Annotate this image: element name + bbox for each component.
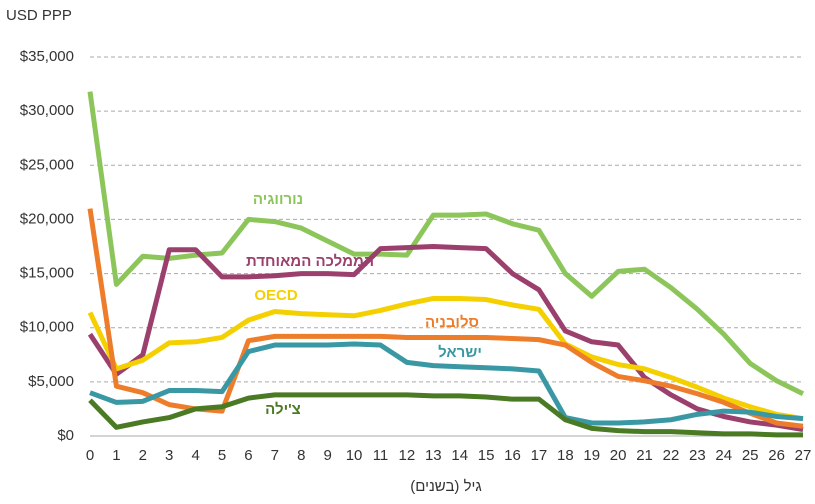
x-tick-label: 26	[768, 447, 785, 464]
x-tick-label: 16	[504, 447, 521, 464]
y-tick-label: $10,000	[20, 319, 74, 336]
series-label: הממלכה המאוחדת	[246, 253, 374, 270]
series-line	[87, 295, 804, 422]
y-tick-label: $25,000	[20, 156, 74, 173]
y-tick-label: $15,000	[20, 265, 74, 282]
y-tick-label: $35,000	[20, 48, 74, 65]
x-tick-label: 21	[636, 447, 653, 464]
x-tick-label: 22	[663, 447, 680, 464]
x-tick-label: 25	[742, 447, 759, 464]
series-line	[89, 341, 804, 426]
x-tick-label: 12	[399, 447, 416, 464]
x-tick-label: 15	[478, 447, 495, 464]
series-label: ישראל	[438, 344, 482, 361]
x-tick-label: 14	[451, 447, 468, 464]
y-unit-label: USD PPP	[6, 7, 72, 24]
x-tick-label: 0	[86, 447, 94, 464]
x-tick-label: 24	[715, 447, 732, 464]
x-tick-label: 4	[191, 447, 199, 464]
series-line	[87, 244, 804, 432]
x-tick-label: 1	[112, 447, 120, 464]
x-tick-label: 3	[165, 447, 173, 464]
x-tick-label: 2	[139, 447, 147, 464]
x-tick-label: 18	[557, 447, 574, 464]
series-line	[88, 392, 803, 438]
x-axis-label: גיל (בשנים)	[410, 478, 482, 495]
x-tick-label: 10	[346, 447, 363, 464]
x-tick-label: 8	[297, 447, 305, 464]
x-tick-label: 7	[271, 447, 279, 464]
x-tick-label: 9	[323, 447, 331, 464]
series-label: נורווגיה	[253, 191, 303, 208]
series-label: OECD	[254, 287, 298, 304]
x-tick-label: 5	[218, 447, 226, 464]
x-tick-label: 13	[425, 447, 442, 464]
y-tick-label: $0	[57, 427, 74, 444]
y-tick-label: $30,000	[20, 102, 74, 119]
x-tick-label: 27	[795, 447, 812, 464]
series-label: צ'ילה	[265, 401, 301, 418]
y-tick-label: $5,000	[28, 373, 74, 390]
x-tick-label: 17	[531, 447, 548, 464]
x-tick-label: 19	[583, 447, 600, 464]
x-tick-label: 11	[373, 447, 389, 464]
y-tick-label: $20,000	[20, 210, 74, 227]
x-tick-label: 6	[244, 447, 252, 464]
x-tick-label: 23	[689, 447, 706, 464]
series-label: סלובניה	[425, 314, 479, 331]
x-tick-label: 20	[610, 447, 627, 464]
series-line	[87, 91, 805, 397]
